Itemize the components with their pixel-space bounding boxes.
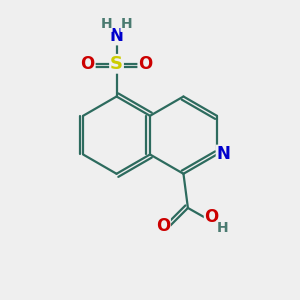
Text: N: N [110,27,124,45]
Text: S: S [110,55,123,73]
Text: H: H [217,221,229,235]
Text: N: N [217,146,230,164]
Text: O: O [205,208,219,226]
Text: O: O [138,55,152,73]
Text: O: O [81,55,95,73]
Text: O: O [156,218,170,236]
Text: H: H [100,17,112,31]
Text: H: H [121,17,133,31]
